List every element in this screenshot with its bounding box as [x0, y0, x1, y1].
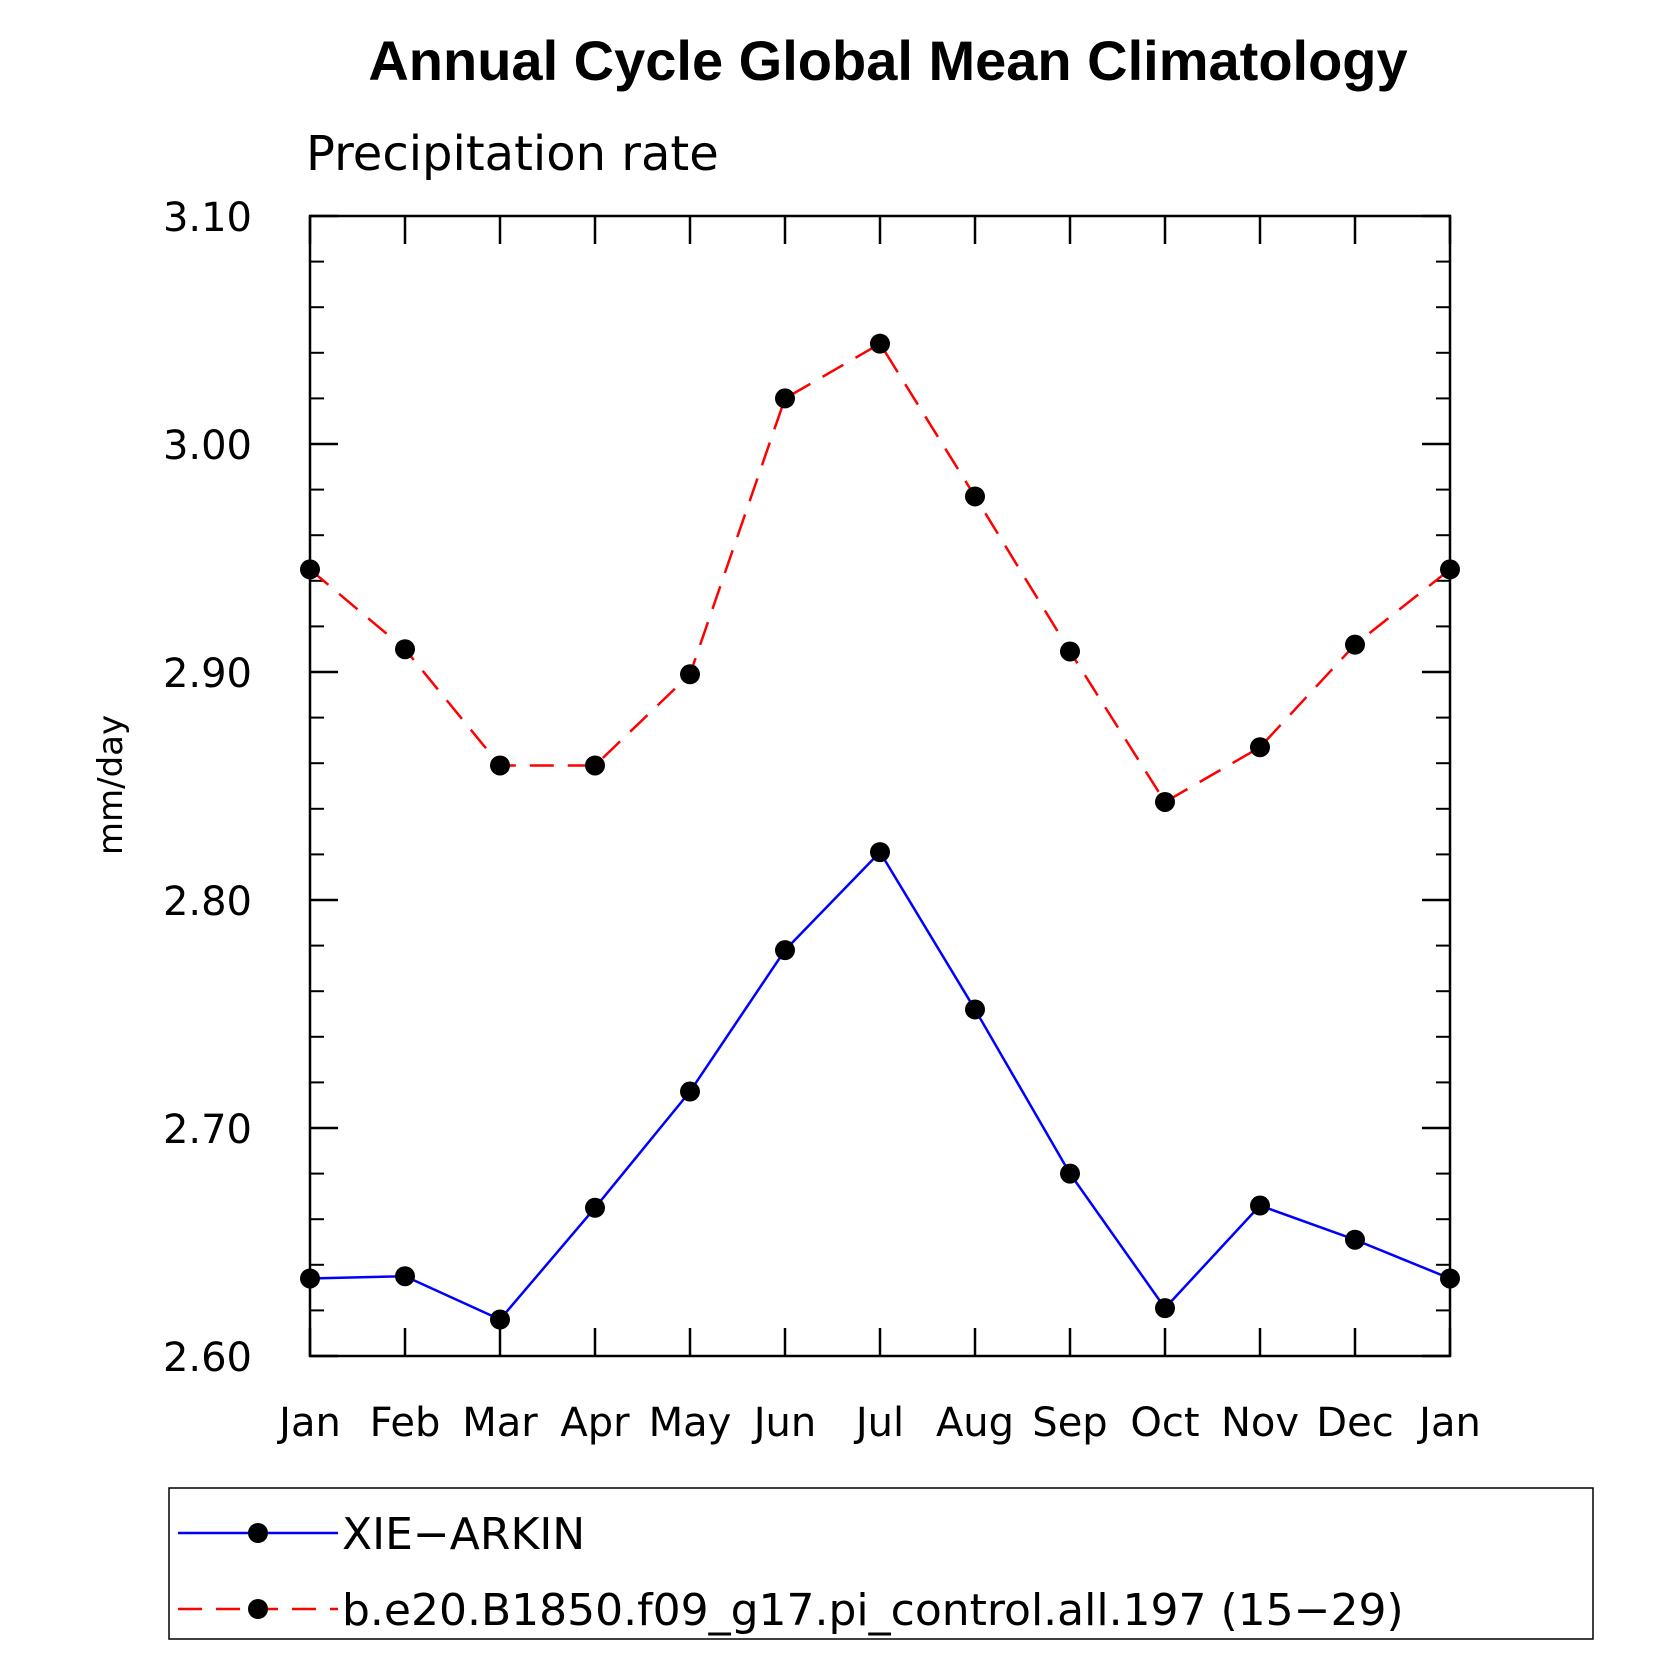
- series-1-point: [870, 842, 890, 863]
- series-2-point: [1250, 737, 1270, 758]
- x-tick-label: Aug: [936, 1400, 1014, 1446]
- series-2-point: [1345, 634, 1365, 655]
- series-2-point: [1060, 641, 1080, 662]
- chart-subtitle: Precipitation rate: [306, 126, 719, 182]
- series-2-point: [1155, 791, 1175, 812]
- x-tick-label: May: [649, 1400, 732, 1446]
- x-tick-labels: Jan Feb Mar Apr May Jun Jul Aug Sep Oct Nov Dec Jan: [276, 1400, 1481, 1446]
- series-line-1: [309, 850, 1451, 1321]
- series-1-point: [395, 1266, 415, 1287]
- series-2-point: [585, 755, 605, 776]
- y-tick-label: 3.00: [163, 423, 252, 469]
- y-tick-label: 3.10: [163, 195, 252, 241]
- series-1-point: [1345, 1229, 1365, 1250]
- series-1-point: [585, 1197, 605, 1218]
- legend-box: [168, 1487, 1594, 1640]
- y-tick-label: 2.90: [163, 651, 252, 697]
- series-2-point: [775, 388, 795, 409]
- series-2-point: [490, 755, 510, 776]
- legend-marker-2: [248, 1599, 268, 1619]
- series-line-2: [309, 342, 1451, 804]
- chart-title: Annual Cycle Global Mean Climatology: [368, 29, 1407, 92]
- series-1-point: [965, 999, 985, 1020]
- x-tick-label: Jan: [1416, 1400, 1481, 1446]
- y-tick-label: 2.80: [163, 879, 252, 925]
- series-1-point: [1155, 1298, 1175, 1319]
- legend-marker-1: [248, 1523, 268, 1543]
- x-tick-label: Jun: [751, 1400, 817, 1446]
- series-1-point: [1250, 1195, 1270, 1216]
- series-1-point: [300, 1268, 320, 1289]
- series-2-point: [1440, 559, 1460, 580]
- series-2-point: [870, 333, 890, 354]
- x-tick-label: Jul: [853, 1400, 904, 1446]
- series-1-point: [775, 940, 795, 961]
- y-tick-label: 2.60: [163, 1335, 252, 1381]
- series-2-point: [395, 639, 415, 660]
- x-tick-label: Dec: [1316, 1400, 1393, 1446]
- legend-label-1: XIE−ARKIN: [342, 1509, 585, 1560]
- x-tick-label: Jan: [276, 1400, 341, 1446]
- x-tick-label: Nov: [1221, 1400, 1299, 1446]
- series-2-point: [965, 486, 985, 507]
- axis-ticks: [308, 214, 1452, 1358]
- x-tick-label: Mar: [462, 1400, 538, 1446]
- plot-frame: [308, 214, 1452, 1358]
- series-1-point: [680, 1081, 700, 1102]
- y-tick-label: 2.70: [163, 1107, 252, 1153]
- x-tick-label: Oct: [1130, 1400, 1199, 1446]
- series-2-point: [680, 664, 700, 685]
- series-1-point: [1440, 1268, 1460, 1289]
- x-tick-label: Sep: [1032, 1400, 1107, 1446]
- series-2-point: [300, 559, 320, 580]
- series-points: [300, 333, 1460, 1330]
- x-tick-label: Feb: [370, 1400, 441, 1446]
- series-1-point: [490, 1309, 510, 1330]
- x-tick-label: Apr: [560, 1400, 630, 1446]
- y-tick-labels: 2.60 2.70 2.80 2.90 3.00 3.10: [163, 195, 252, 1381]
- legend: XIE−ARKIN b.e20.B1850.f09_g17.pi_control.…: [178, 1509, 1404, 1636]
- legend-label-2: b.e20.B1850.f09_g17.pi_control.all.197 (…: [342, 1585, 1404, 1636]
- y-axis-label: mm/day: [91, 715, 131, 855]
- series-lines: [309, 342, 1451, 1321]
- series-1-point: [1060, 1163, 1080, 1184]
